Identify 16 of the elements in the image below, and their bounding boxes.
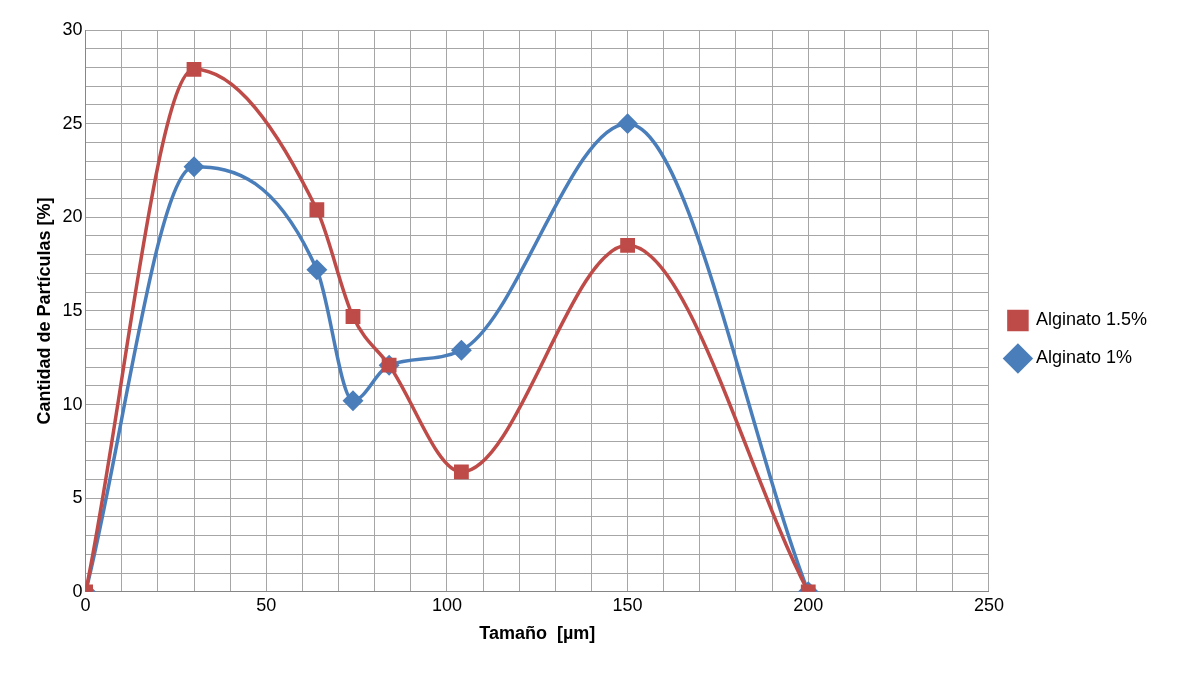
x-axis-title: Tamaño [µm] bbox=[479, 623, 596, 644]
x-tick-label: 250 bbox=[973, 594, 1004, 615]
x-tick-label: 150 bbox=[612, 594, 643, 615]
y-tick-label: 30 bbox=[62, 18, 83, 39]
y-axis-title: Cantidad de Partículas [%] bbox=[33, 197, 54, 425]
x-tick-label: 50 bbox=[256, 594, 277, 615]
y-tick-label: 20 bbox=[62, 206, 83, 227]
y-tick-label: 5 bbox=[72, 487, 83, 508]
y-tick-label: 15 bbox=[62, 299, 83, 320]
x-tick-label: 100 bbox=[431, 594, 462, 615]
y-tick-label: 25 bbox=[62, 112, 83, 133]
legend-label: Alginato 1.5% bbox=[1035, 309, 1147, 330]
legend-label: Alginato 1% bbox=[1035, 347, 1132, 368]
y-tick-label: 0 bbox=[72, 580, 83, 601]
y-tick-label: 10 bbox=[62, 393, 83, 414]
x-tick-label: 200 bbox=[793, 594, 824, 615]
